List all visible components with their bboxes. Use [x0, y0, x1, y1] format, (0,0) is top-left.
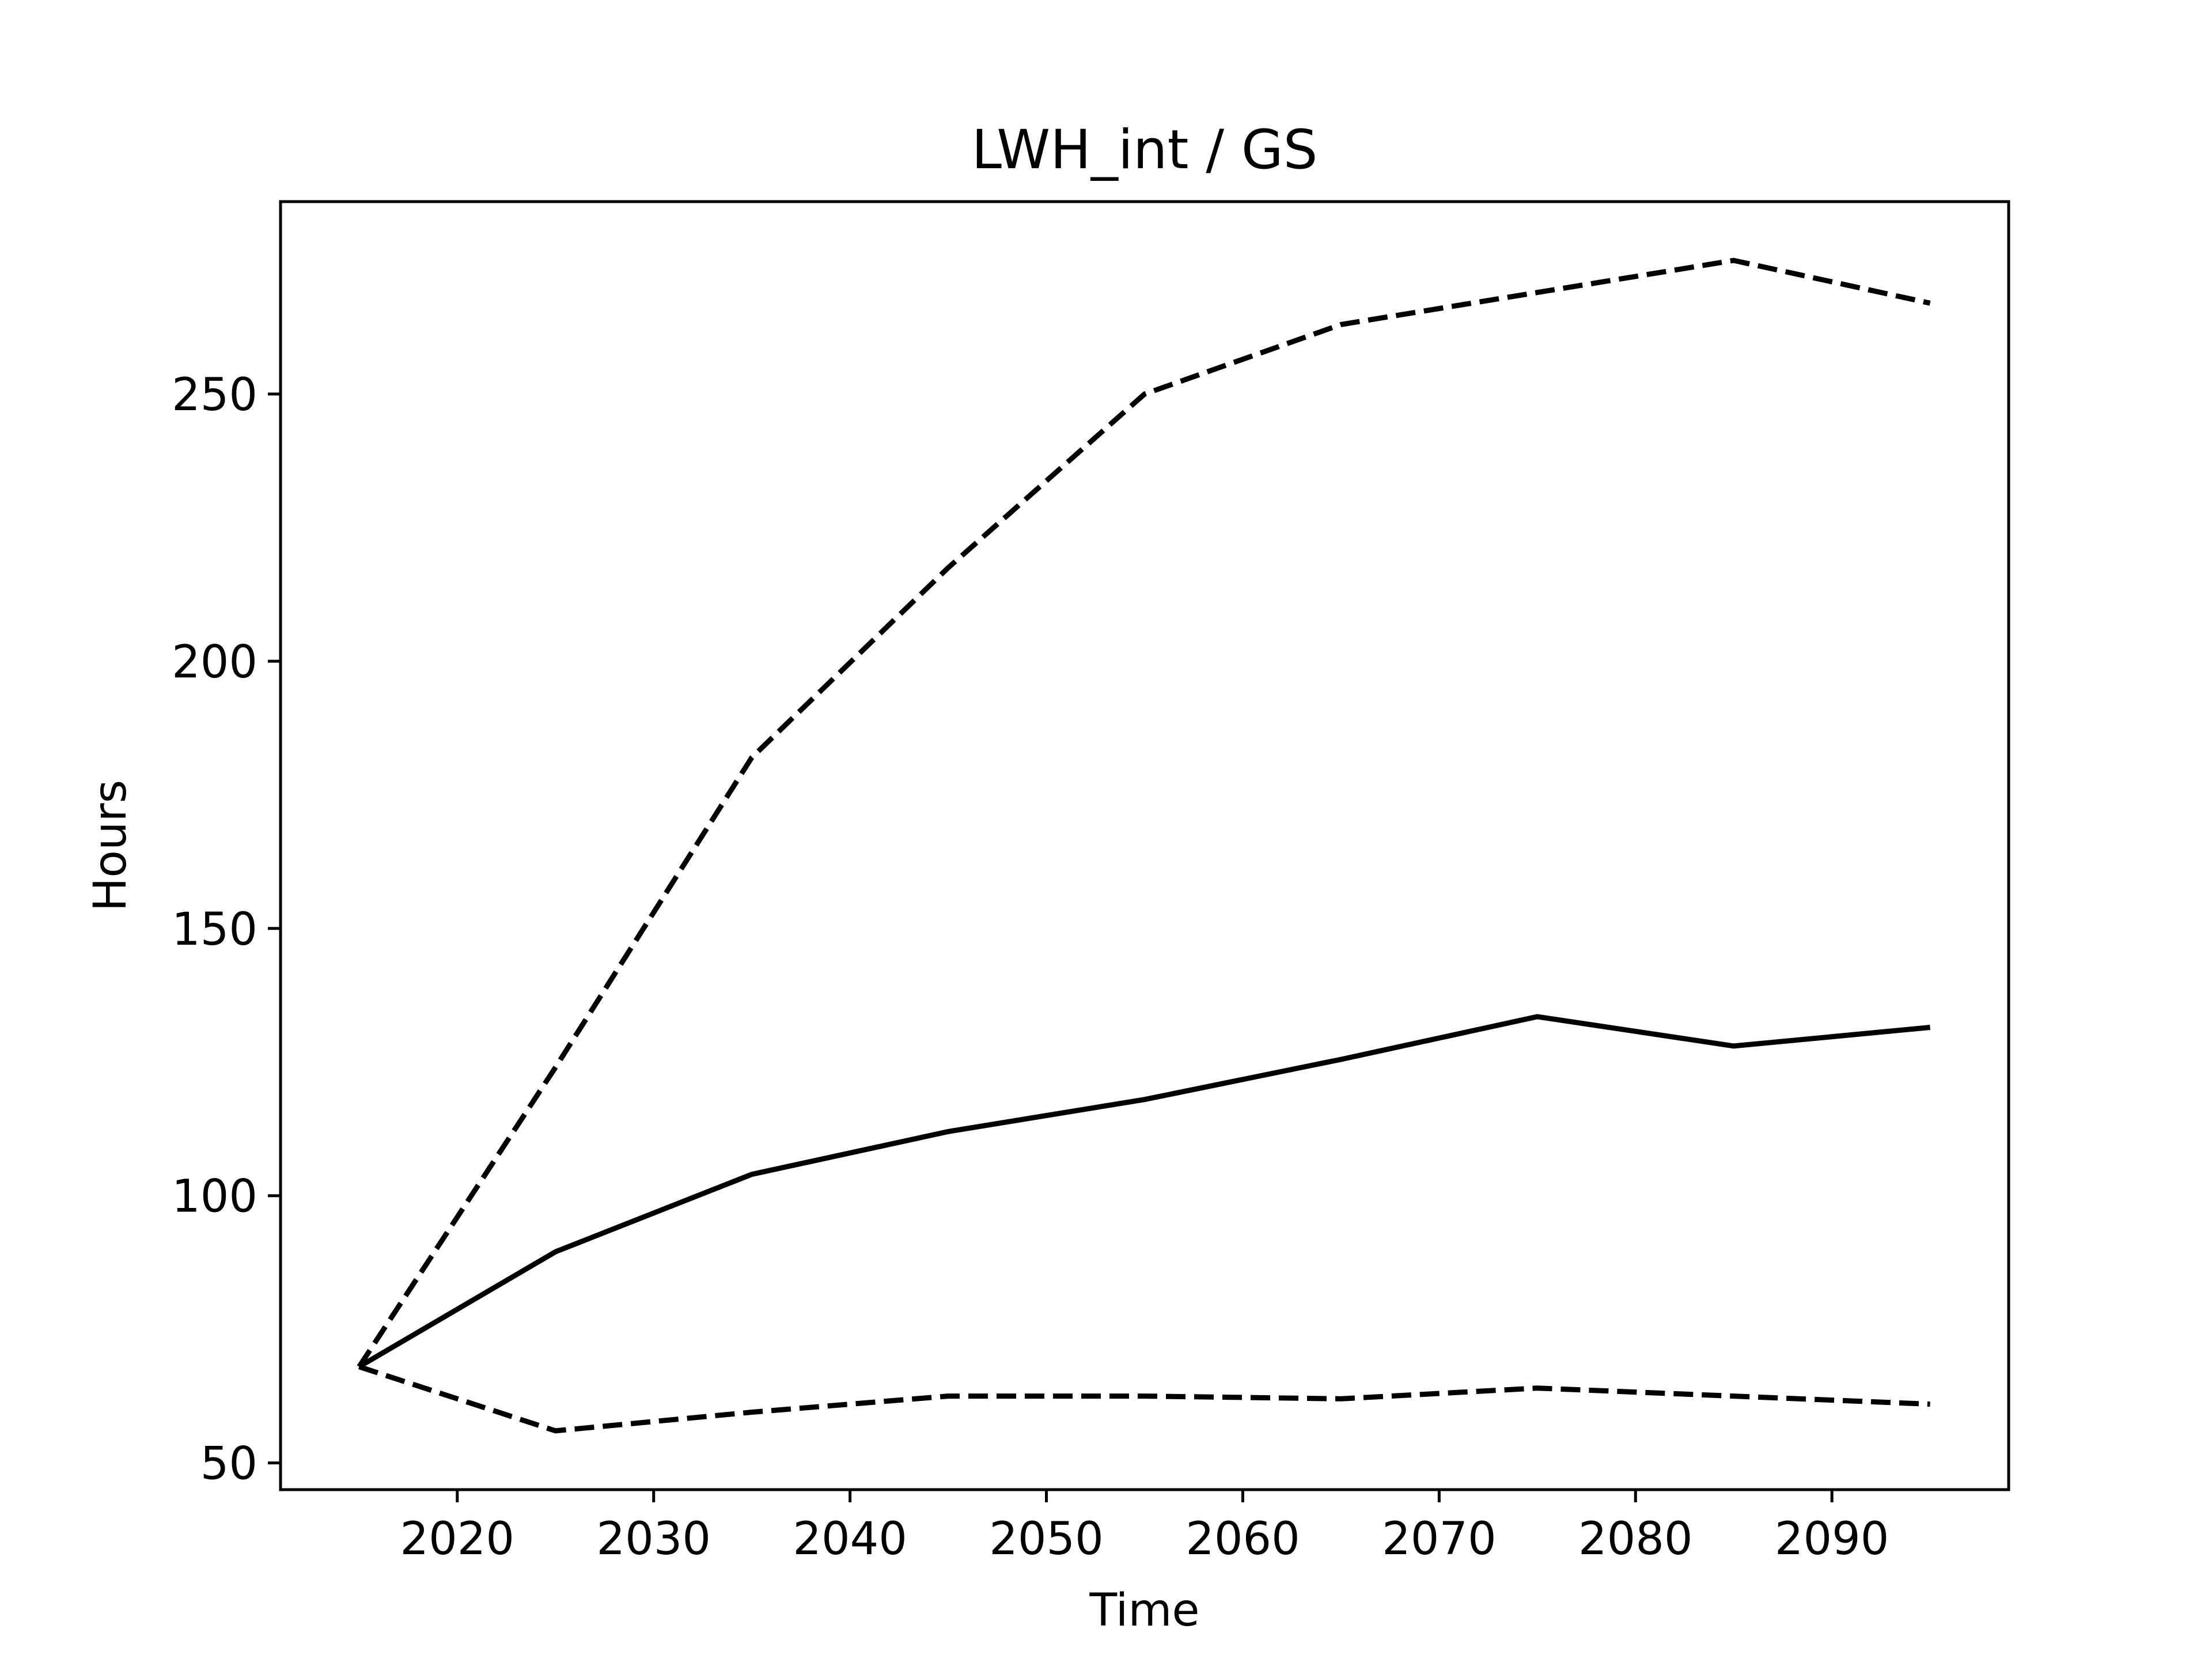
series-line-2 [357, 257, 1931, 1369]
x-tick-label: 2080 [1578, 1513, 1693, 1565]
chart-title: LWH_int / GS [972, 119, 1318, 181]
y-axis-ticks: 50 100 150 200 250 [172, 369, 281, 1490]
series-line-3 [358, 1364, 1930, 1434]
x-tick-label: 2070 [1382, 1513, 1497, 1565]
x-axis-ticks: 2020 2030 2040 2050 2060 2070 2080 2090 [400, 1490, 1889, 1565]
y-tick-label: 150 [172, 904, 257, 956]
x-tick-label: 2060 [1185, 1513, 1300, 1565]
series-line-1 [358, 1014, 1931, 1369]
x-tick-label: 2030 [596, 1513, 711, 1565]
x-tick-label: 2020 [400, 1513, 515, 1565]
x-tick-label: 2090 [1775, 1513, 1889, 1565]
y-tick-label: 250 [172, 369, 257, 421]
plot-area-frame [279, 200, 2010, 1491]
series-layer [357, 257, 1931, 1434]
x-tick-label: 2040 [793, 1513, 907, 1565]
y-axis-title: Hours [85, 780, 137, 912]
y-tick-label: 100 [172, 1171, 257, 1223]
x-axis-title: Time [1089, 1585, 1200, 1637]
y-tick-label: 200 [172, 637, 257, 688]
x-tick-label: 2050 [989, 1513, 1104, 1565]
y-tick-label: 50 [200, 1438, 257, 1490]
